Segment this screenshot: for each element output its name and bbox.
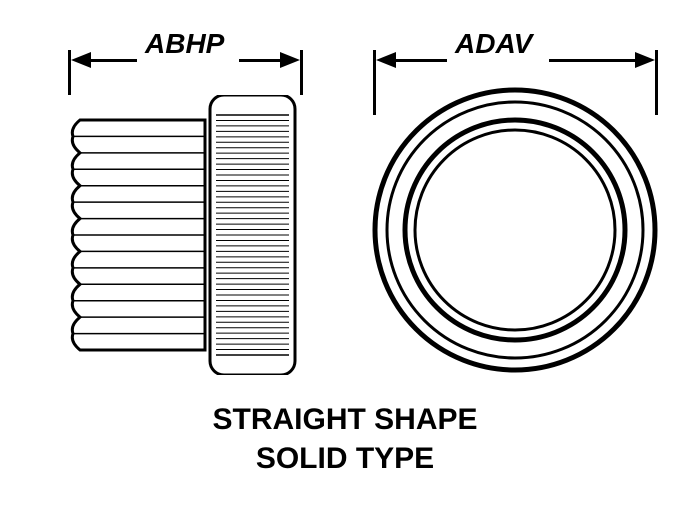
- caption-line-1: STRAIGHT SHAPE: [0, 400, 690, 439]
- end-view: [370, 85, 660, 380]
- caption-line-2: SOLID TYPE: [0, 439, 690, 478]
- left-dim-line-b: [239, 59, 280, 62]
- right-dim-line-b: [549, 59, 635, 62]
- left-dimension-label: ABHP: [145, 28, 224, 60]
- right-dimension-label: ADAV: [455, 28, 532, 60]
- side-view-svg: [65, 95, 305, 375]
- right-dim-line-a: [393, 59, 447, 62]
- caption: STRAIGHT SHAPE SOLID TYPE: [0, 400, 690, 478]
- left-ext-line-2: [300, 50, 303, 95]
- end-view-svg: [370, 85, 660, 375]
- left-dim-line-a: [88, 59, 137, 62]
- diagram-container: ABHP ADAV STRAIGHT SHAPE SOLID TYPE: [0, 0, 690, 510]
- right-arrow-right: [635, 52, 655, 68]
- side-view: [65, 95, 305, 380]
- left-arrow-right: [280, 52, 300, 68]
